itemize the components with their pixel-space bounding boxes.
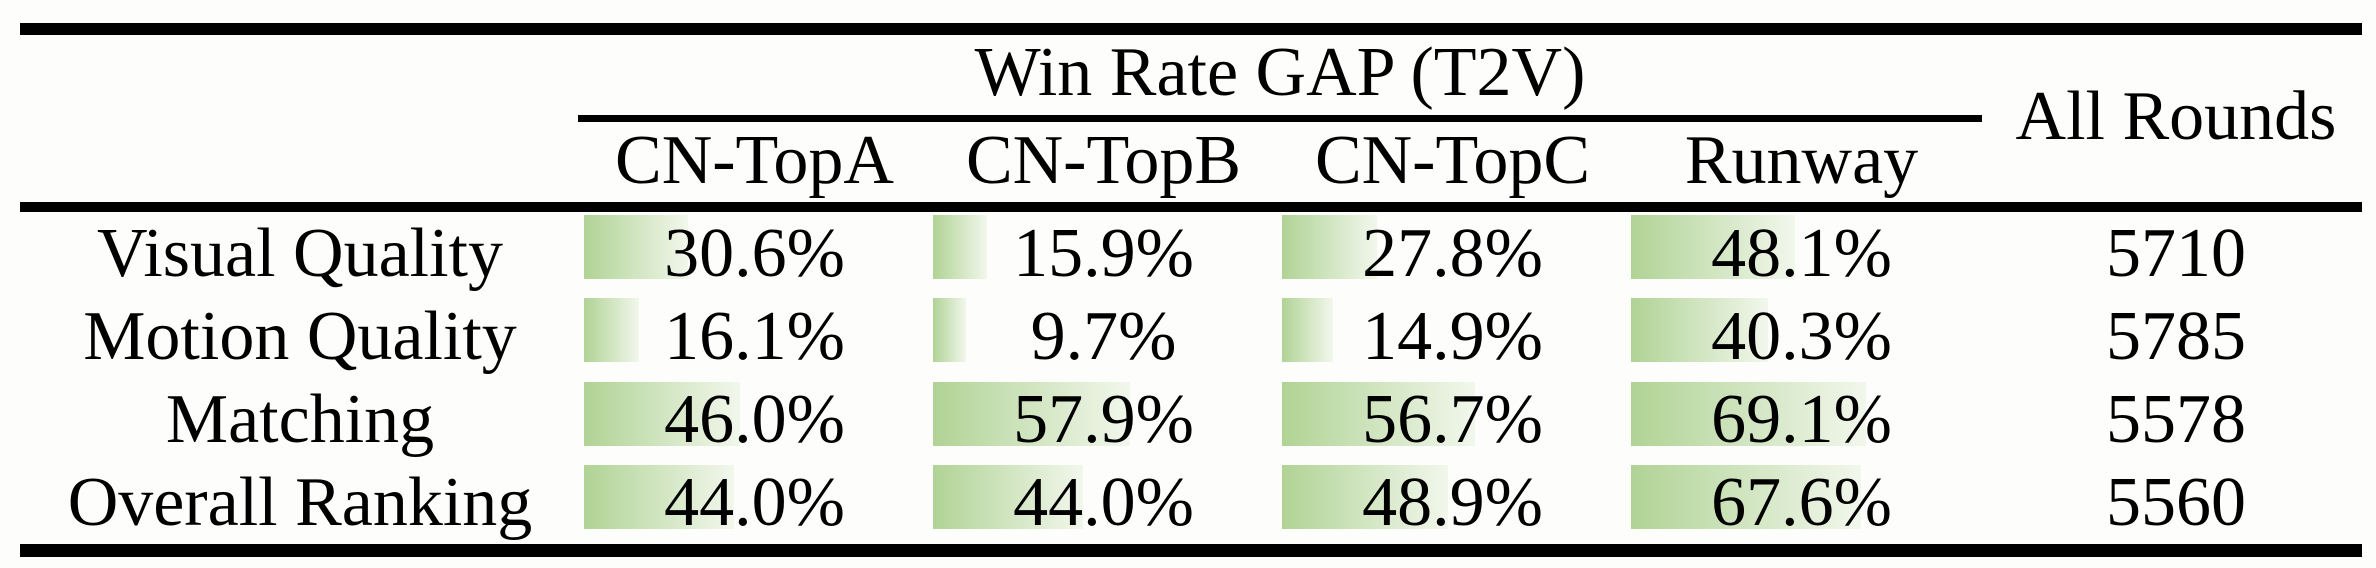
win-rate-value: 9.7% (1030, 297, 1177, 375)
row-label: Motion Quality (83, 297, 517, 375)
win-rate-bar (1282, 298, 1333, 363)
column-header-cn-topc: CN-TopC (1314, 122, 1591, 199)
win-rate-value: 30.6% (664, 214, 845, 292)
win-rate-value: 40.3% (1711, 297, 1892, 375)
win-rate-value: 48.1% (1711, 214, 1892, 292)
win-rate-value: 44.0% (1013, 464, 1194, 542)
all-rounds-value: 5560 (2106, 464, 2246, 542)
all-rounds-value: 5710 (2106, 214, 2246, 292)
win-rate-bar (1282, 381, 1475, 446)
win-rate-cell: 27.8% (1278, 212, 1627, 295)
win-rate-value: 69.1% (1711, 381, 1892, 458)
table-top-rule (20, 23, 2362, 35)
win-rate-cell: 57.9% (929, 379, 1278, 462)
win-rate-cell: 14.9% (1278, 295, 1627, 378)
win-rate-value: 48.9% (1362, 464, 1543, 542)
all-rounds-value: 5578 (2106, 381, 2246, 458)
win-rate-bar (1631, 215, 1795, 279)
win-rate-value: 57.9% (1013, 381, 1194, 458)
row-label: Visual Quality (96, 214, 504, 292)
all-rounds-value: 5785 (2106, 297, 2246, 375)
win-rate-cell: 30.6% (580, 212, 929, 295)
win-rate-cell: 67.6% (1627, 462, 1976, 545)
win-rate-value: 44.0% (664, 464, 845, 542)
win-rate-bar (1631, 381, 1866, 446)
win-rate-cell: 46.0% (580, 379, 929, 462)
row-label: Matching (165, 381, 435, 458)
win-rate-bar (584, 381, 740, 446)
win-rate-value: 14.9% (1362, 297, 1543, 375)
win-rate-bar (1282, 464, 1448, 529)
win-rate-cell: 16.1% (580, 295, 929, 378)
win-rate-bar (933, 298, 966, 363)
win-rate-bar (584, 298, 639, 363)
win-rate-cell: 69.1% (1627, 379, 1976, 462)
win-rate-value: 67.6% (1711, 464, 1892, 542)
win-rate-cell: 9.7% (929, 295, 1278, 378)
row-label: Overall Ranking (67, 464, 533, 542)
win-rate-cell: 56.7% (1278, 379, 1627, 462)
win-rate-bar (933, 381, 1130, 446)
win-rate-bar (1282, 215, 1377, 279)
table-bottom-rule (20, 544, 2362, 557)
win-rate-cell: 44.0% (929, 462, 1278, 545)
win-rate-value: 16.1% (664, 297, 845, 375)
header-bottom-rule (20, 202, 2362, 212)
win-rate-value: 56.7% (1362, 381, 1543, 458)
win-rate-bar (933, 464, 1083, 529)
win-rate-bar (1631, 298, 1768, 363)
column-header-cn-topa: CN-TopA (615, 122, 894, 199)
column-header-cn-topb: CN-TopB (965, 122, 1242, 199)
win-rate-bar (933, 215, 987, 279)
group-header-underline-rule (578, 115, 1982, 122)
win-rate-bar (584, 464, 734, 529)
win-rate-bar (584, 215, 688, 279)
win-rate-cell: 48.1% (1627, 212, 1976, 295)
win-rate-value: 46.0% (664, 381, 845, 458)
win-rate-cell: 15.9% (929, 212, 1278, 295)
column-header-runway: Runway (1684, 122, 1919, 199)
column-header-all-rounds: All Rounds (2015, 77, 2337, 155)
win-rate-value: 27.8% (1362, 214, 1543, 292)
win-rate-cell: 48.9% (1278, 462, 1627, 545)
win-rate-cell: 44.0% (580, 462, 929, 545)
win-rate-cell: 40.3% (1627, 295, 1976, 378)
group-header-win-rate-gap: Win Rate GAP (T2V) (974, 34, 1586, 111)
win-rate-bar (1631, 464, 1861, 529)
win-rate-value: 15.9% (1013, 214, 1194, 292)
